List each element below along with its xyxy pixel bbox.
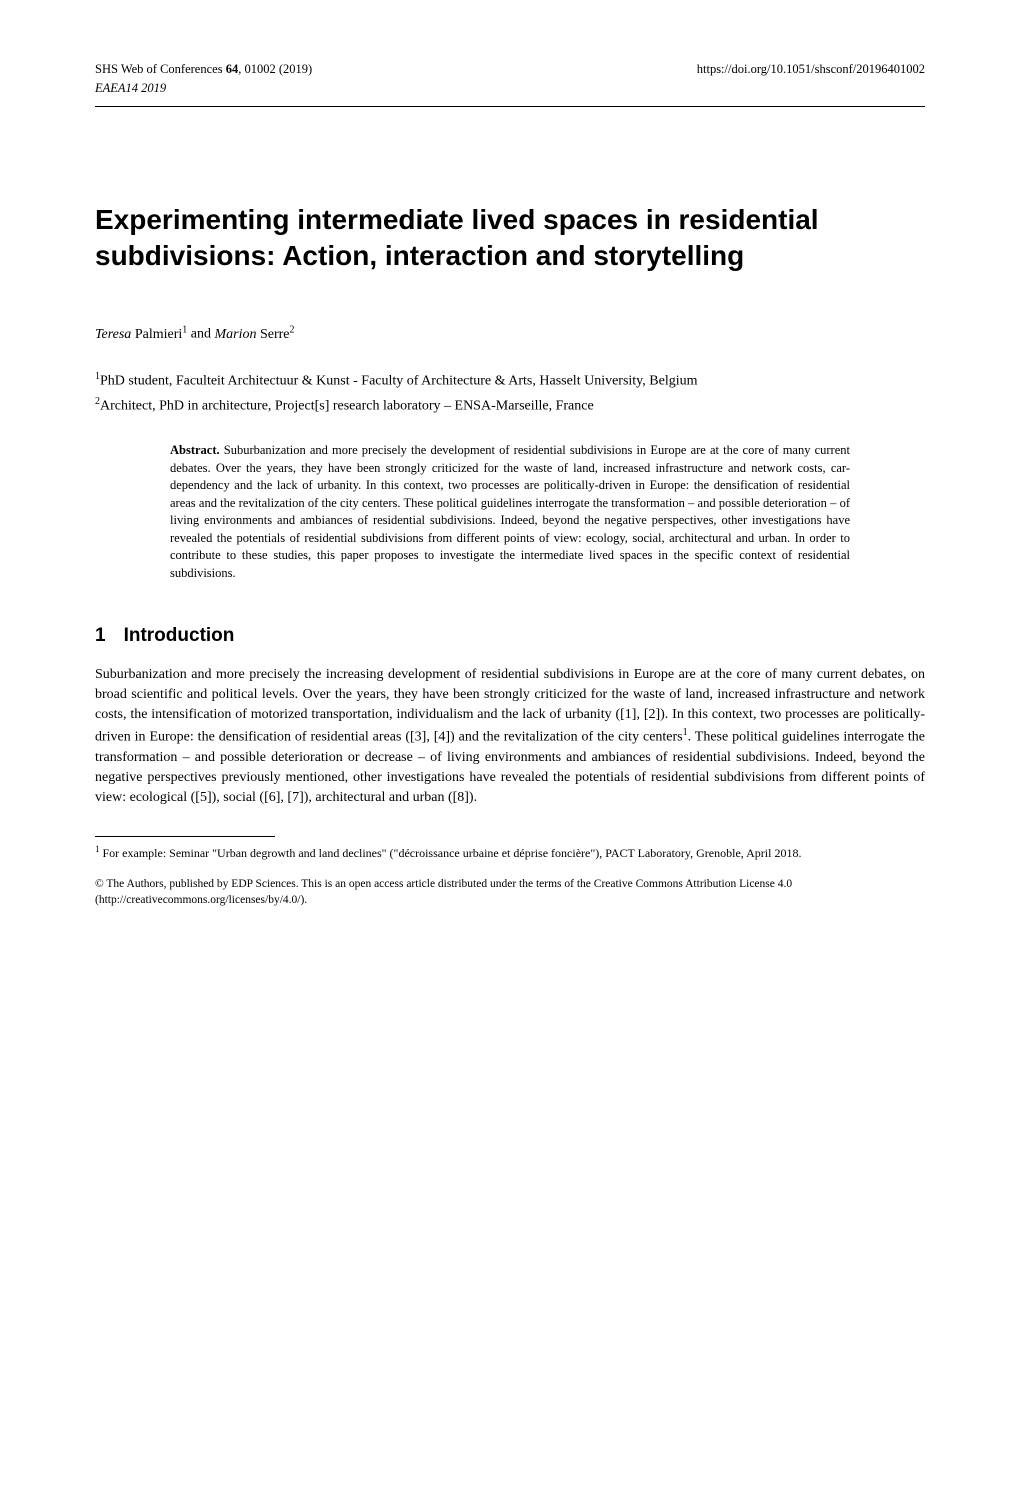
doi-link[interactable]: https://doi.org/10.1051/shsconf/20196401…: [697, 60, 925, 79]
journal-volume: 64: [226, 62, 239, 76]
affiliation-text: Architect, PhD in architecture, Project[…: [100, 398, 594, 413]
footnote-separator: [95, 836, 275, 837]
section-heading-introduction: 1 Introduction: [95, 622, 925, 651]
conference-name: EAEA14 2019: [95, 79, 312, 98]
section-title: Introduction: [124, 625, 235, 646]
journal-line: SHS Web of Conferences 64, 01002 (2019): [95, 60, 312, 79]
author-2: Marion Serre2: [214, 327, 294, 342]
paper-title: Experimenting intermediate lived spaces …: [95, 202, 925, 275]
abstract-label: Abstract.: [170, 443, 220, 457]
author-last-name: Serre: [260, 327, 290, 342]
section-body-introduction: Suburbanization and more precisely the i…: [95, 665, 925, 809]
author-affiliation-sup: 1: [182, 324, 187, 335]
journal-name: SHS Web of Conferences: [95, 62, 223, 76]
author-first-name: Marion: [214, 327, 256, 342]
header-left: SHS Web of Conferences 64, 01002 (2019) …: [95, 60, 312, 98]
affiliations-block: 1PhD student, Faculteit Architectuur & K…: [95, 369, 925, 416]
abstract-block: Abstract. Suburbanization and more preci…: [95, 442, 925, 582]
authors-line: Teresa Palmieri1 and Marion Serre2: [95, 322, 925, 345]
footnote-1: 1 For example: Seminar "Urban degrowth a…: [95, 843, 925, 862]
author-first-name: Teresa: [95, 327, 131, 342]
affiliation-text: PhD student, Faculteit Architectuur & Ku…: [100, 374, 698, 389]
footnote-text: For example: Seminar "Urban degrowth and…: [100, 846, 802, 860]
affiliation-1: 1PhD student, Faculteit Architectuur & K…: [95, 369, 925, 392]
section-number: 1: [95, 625, 106, 646]
abstract-text: Suburbanization and more precisely the d…: [170, 443, 850, 580]
copyright-notice: © The Authors, published by EDP Sciences…: [95, 876, 925, 908]
header-right: https://doi.org/10.1051/shsconf/20196401…: [697, 60, 925, 98]
author-affiliation-sup: 2: [290, 324, 295, 335]
author-connector: and: [191, 327, 215, 342]
author-last-name: Palmieri: [135, 327, 182, 342]
article-id: , 01002 (2019): [238, 62, 312, 76]
page-header: SHS Web of Conferences 64, 01002 (2019) …: [95, 60, 925, 107]
author-1: Teresa Palmieri1: [95, 327, 191, 342]
affiliation-2: 2Architect, PhD in architecture, Project…: [95, 394, 925, 417]
